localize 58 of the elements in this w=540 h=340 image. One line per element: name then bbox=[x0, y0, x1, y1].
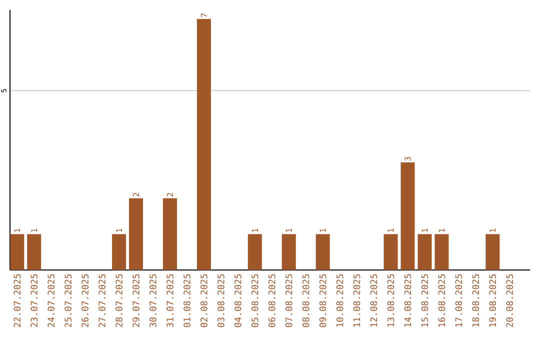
x-tick-label: 23.07.2025 bbox=[30, 274, 38, 328]
x-tick-label: 26.07.2025 bbox=[82, 274, 88, 328]
data-label: 7 bbox=[201, 14, 207, 18]
bar bbox=[112, 234, 126, 270]
x-tick-label: 02.08.2025 bbox=[200, 274, 208, 328]
data-label: 1 bbox=[438, 228, 445, 232]
bar bbox=[282, 234, 296, 270]
x-tick-label: 22.07.2025 bbox=[14, 274, 21, 328]
x-tick-label: 14.08.2025 bbox=[404, 274, 412, 327]
bar bbox=[162, 198, 177, 270]
x-tick-label: 03.08.2025 bbox=[218, 274, 224, 328]
bar bbox=[196, 18, 211, 270]
bar bbox=[384, 234, 398, 270]
data-label: 1 bbox=[320, 228, 326, 232]
x-tick-label: 09.08.2025 bbox=[319, 274, 326, 328]
bar bbox=[27, 234, 42, 270]
data-label: 1 bbox=[252, 228, 258, 232]
x-tick-label: 01.08.2025 bbox=[184, 274, 190, 328]
bar bbox=[10, 234, 24, 270]
x-tick-label: 30.07.2025 bbox=[150, 274, 156, 328]
x-tick-label: 28.07.2025 bbox=[116, 274, 122, 328]
x-tick-label: 15.08.2025 bbox=[421, 274, 428, 327]
data-label: 3 bbox=[404, 156, 411, 161]
x-tick-label: 04.08.2025 bbox=[234, 274, 242, 328]
data-label: 1 bbox=[490, 228, 496, 232]
x-tick-label: 19.08.2025 bbox=[489, 274, 496, 327]
x-tick-label: 05.08.2025 bbox=[251, 274, 258, 328]
x-tick-label: 18.08.2025 bbox=[472, 274, 480, 327]
x-tick-label: 16.08.2025 bbox=[438, 274, 446, 327]
bar bbox=[400, 162, 415, 270]
x-tick-label: 11.08.2025 bbox=[353, 274, 360, 327]
data-label: 2 bbox=[167, 192, 173, 196]
x-tick-label: 07.08.2025 bbox=[285, 274, 292, 328]
data-label: 1 bbox=[116, 228, 122, 232]
x-tick-label: 31.07.2025 bbox=[166, 274, 174, 328]
x-tick-label: 24.07.2025 bbox=[48, 274, 54, 328]
x-tick-label: 20.08.2025 bbox=[506, 274, 514, 328]
bar bbox=[486, 234, 500, 270]
x-tick-label: 27.07.2025 bbox=[98, 274, 106, 328]
data-label: 1 bbox=[14, 228, 20, 232]
x-tick-label: 17.08.2025 bbox=[455, 274, 462, 327]
bar bbox=[418, 234, 432, 270]
x-tick-label: 08.08.2025 bbox=[302, 274, 310, 328]
data-label: 2 bbox=[133, 192, 139, 196]
data-label: 1 bbox=[388, 228, 394, 232]
data-label: 1 bbox=[286, 228, 292, 232]
x-tick-label: 25.07.2025 bbox=[64, 274, 72, 328]
bar bbox=[434, 234, 449, 270]
bar bbox=[129, 198, 144, 270]
bar bbox=[248, 234, 262, 270]
x-tick-label: 10.08.2025 bbox=[336, 274, 344, 327]
x-tick-label: 29.07.2025 bbox=[132, 274, 140, 328]
x-tick-label: 13.08.2025 bbox=[387, 274, 394, 327]
bar bbox=[316, 234, 330, 270]
data-label: 1 bbox=[422, 228, 428, 232]
x-tick-label: 06.08.2025 bbox=[268, 274, 276, 328]
data-label: 1 bbox=[31, 228, 38, 232]
x-tick-label: 12.08.2025 bbox=[370, 274, 378, 327]
